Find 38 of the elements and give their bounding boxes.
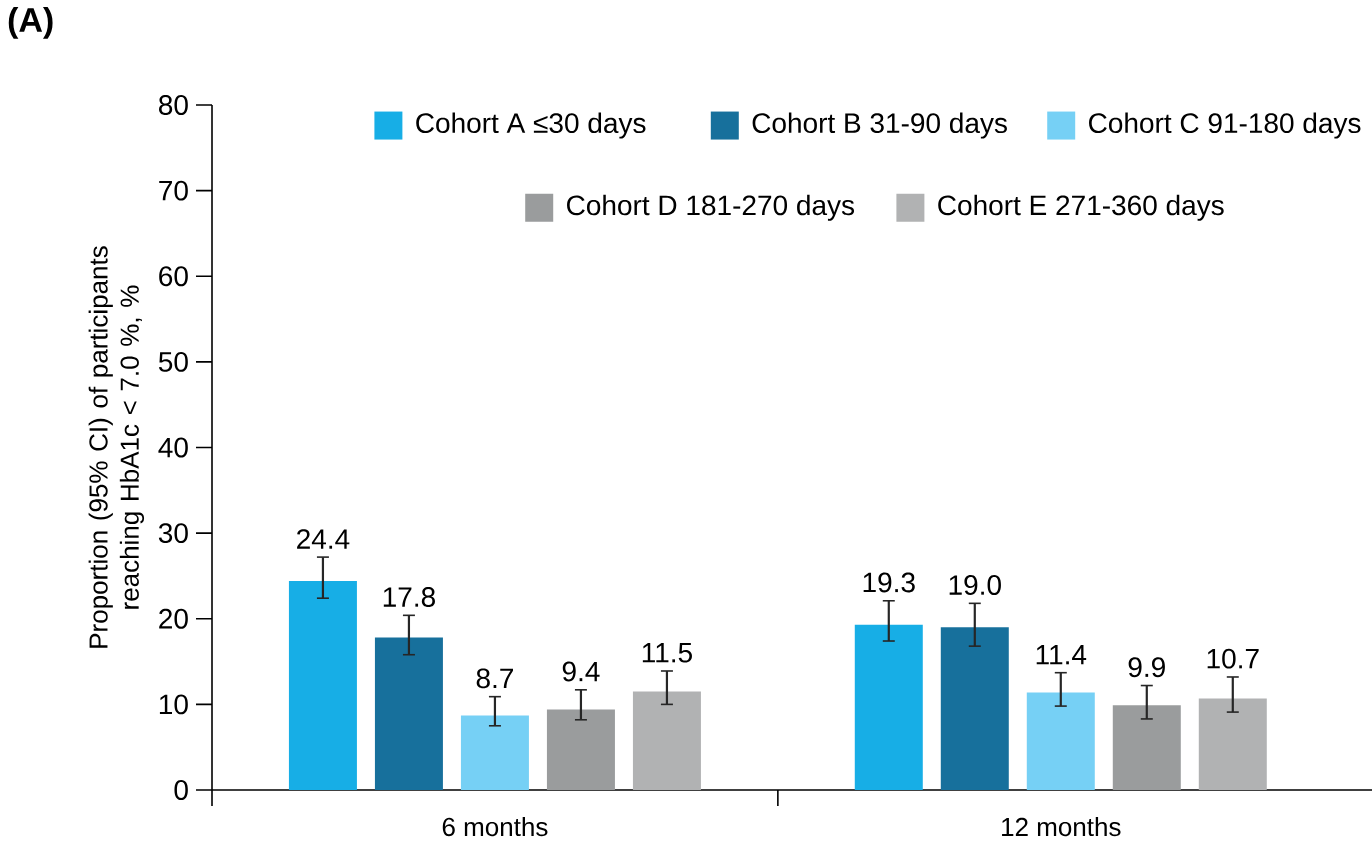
legend-label: Cohort D 181-270 days [567,194,855,221]
data-label: 19.0 [949,575,1001,595]
y-tick-label: 40 [158,437,188,458]
y-tick-label: 80 [159,95,188,115]
legend-label: Cohort E 271-360 days [938,194,1224,221]
x-tick-label: 6 months [442,817,548,837]
legend-label: Cohort A ≤30 days [416,112,646,139]
legend-label: Cohort B 31-90 days [752,112,1007,139]
y-tick-label: 0 [174,780,188,800]
bar [940,627,1009,790]
y-tick-label: 30 [158,523,188,544]
bar [1026,692,1095,790]
data-label: 11.5 [642,643,692,663]
bar [460,715,529,790]
bar [854,624,923,790]
y-tick-label: 70 [159,180,188,201]
y-tick-label: 20 [159,608,188,629]
data-label: 24.4 [297,529,350,549]
data-label: 17.8 [383,587,435,607]
y-axis-title: Proportion (95% CI) of participants reaching HbA1c < 7.0 %, % [88,246,145,648]
y-tick-label: 60 [159,266,188,287]
bar [1112,705,1181,790]
legend-label: Cohort C 91-180 days [1089,112,1361,139]
data-label: 19.3 [863,572,915,593]
bar [374,637,443,790]
data-label: 11.4 [1036,645,1087,665]
bar [632,691,701,790]
data-label: 9.4 [562,661,600,682]
bar [288,581,357,790]
y-tick-label: 50 [158,351,188,372]
bar [1198,698,1267,790]
data-label: 8.7 [476,668,513,689]
x-tick-label: 12 months [1002,817,1121,837]
data-label: 10.7 [1207,648,1259,669]
data-label: 9.9 [1128,657,1165,678]
text: (A) [8,7,53,39]
y-tick-label: 10 [159,694,188,715]
bar [546,709,615,790]
